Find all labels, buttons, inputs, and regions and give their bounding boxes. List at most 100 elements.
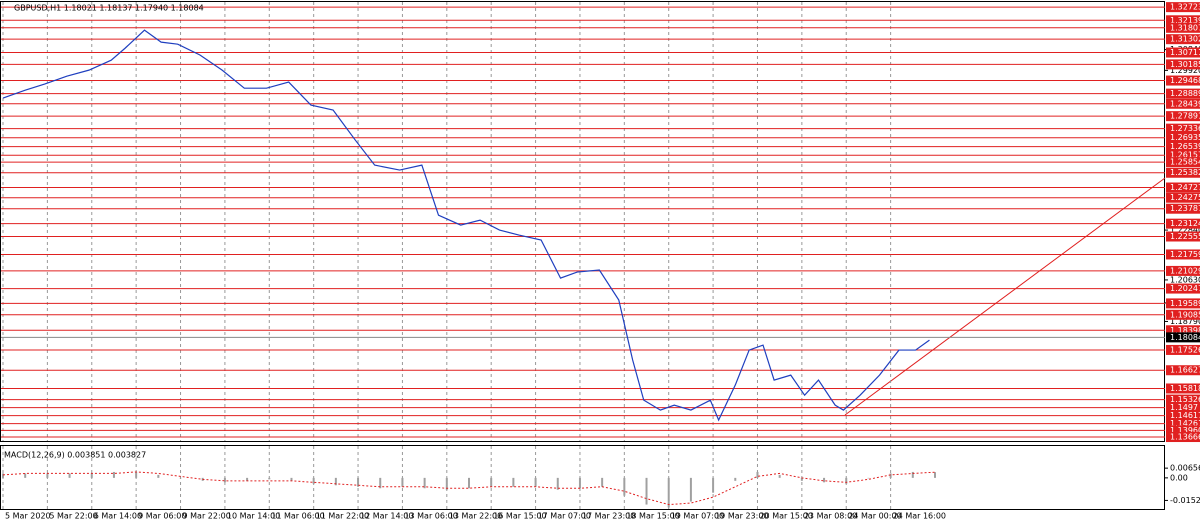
x-tick-label: 11 Mar 22:00 [316, 512, 369, 521]
histogram-bar [2, 473, 4, 478]
histogram-bar [712, 477, 715, 493]
price-pane [0, 1, 1165, 442]
histogram-bar [623, 477, 626, 496]
level-label-box [1166, 344, 1200, 355]
level-label-box [1166, 34, 1200, 45]
histogram-bar [778, 474, 781, 478]
histogram-bar [934, 472, 936, 478]
level-label-box [1166, 410, 1200, 421]
level-label-box [1166, 157, 1200, 168]
histogram-bar [90, 473, 93, 478]
chart-title: GBPUSD,H1 1.18021 1.18137 1.17940 1.1808… [14, 4, 204, 13]
level-label: 1.30185 [1170, 60, 1200, 69]
level-label: 1.29468 [1170, 76, 1200, 85]
y-tick-label: 1.18790 [1170, 317, 1200, 326]
level-label: 1.15818 [1170, 384, 1200, 393]
level-label: 1.19589 [1170, 299, 1200, 308]
level-label-box [1166, 218, 1200, 229]
level-label-box [1166, 98, 1200, 109]
histogram-bar [556, 477, 559, 490]
level-label: 1.22555 [1170, 232, 1200, 241]
level-label-box [1166, 425, 1200, 436]
histogram-bar [911, 471, 914, 478]
y-tick-label: 1.22840 [1170, 226, 1200, 235]
level-label: 1.27891 [1170, 112, 1200, 121]
x-tick-label: 12 Mar 14:00 [360, 512, 413, 521]
trend-line [844, 177, 1166, 416]
level-label: 1.21029 [1170, 266, 1200, 275]
level-label-box [1166, 192, 1200, 203]
level-label: 1.19085 [1170, 310, 1200, 319]
histogram-bar [423, 477, 426, 489]
histogram-bar [312, 477, 315, 484]
level-label-box [1166, 325, 1200, 336]
level-label: 1.31302 [1170, 35, 1200, 44]
level-label: 1.30711 [1170, 48, 1200, 57]
histogram-bar [246, 477, 249, 481]
level-label-box [1166, 75, 1200, 86]
level-label-box [1166, 2, 1200, 13]
level-label: 1.20247 [1170, 284, 1200, 293]
level-label: 1.23787 [1170, 204, 1200, 213]
histogram-bar [534, 477, 537, 487]
x-tick-label: 10 Mar 14:00 [227, 512, 280, 521]
level-label-box [1166, 182, 1200, 193]
level-label-box [1166, 383, 1200, 394]
histogram-bar [689, 477, 692, 502]
histogram-bar [601, 477, 604, 487]
histogram-bar [135, 471, 138, 478]
level-label: 1.25382 [1170, 168, 1200, 177]
x-tick-label: 19 Mar 07:00 [671, 512, 724, 521]
level-label-box [1166, 418, 1200, 429]
histogram-bar [867, 477, 870, 479]
level-label: 1.32723 [1170, 3, 1200, 12]
x-tick-label: 18 Mar 15:00 [626, 512, 679, 521]
histogram-bar [734, 477, 737, 481]
histogram-bar [223, 477, 226, 483]
level-label-box [1166, 47, 1200, 58]
level-label: 1.26935 [1170, 133, 1200, 142]
histogram-bar [24, 473, 27, 478]
level-label: 1.14617 [1170, 411, 1200, 420]
level-label: 1.28889 [1170, 89, 1200, 98]
level-label: 1.32139 [1170, 16, 1200, 25]
x-tick-label: 5 Mar 2020 [5, 512, 51, 521]
level-label: 1.24727 [1170, 183, 1200, 192]
level-label: 1.26157 [1170, 151, 1200, 160]
signal-line [2, 471, 936, 506]
level-label: 1.23124 [1170, 219, 1200, 228]
level-label-box [1166, 402, 1200, 413]
macd-pane [0, 445, 1165, 510]
level-label: 1.18398 [1170, 326, 1200, 335]
histogram-bar [845, 477, 848, 484]
y-tick-label: -0.015213 [1170, 496, 1200, 505]
level-label-box [1166, 298, 1200, 309]
level-label: 1.27336 [1170, 124, 1200, 133]
price-line [2, 29, 930, 422]
level-label-box [1166, 88, 1200, 99]
x-tick-label: 11 Mar 06:00 [271, 512, 324, 521]
level-label-box [1166, 365, 1200, 376]
level-label: 1.26539 [1170, 142, 1200, 151]
x-tick-label: 16 Mar 15:00 [493, 512, 546, 521]
level-label: 1.15326 [1170, 395, 1200, 404]
x-tick-label: 24 Mar 00:00 [848, 512, 901, 521]
level-label: 1.14261 [1170, 419, 1200, 428]
x-tick-label: 13 Mar 22:00 [449, 512, 502, 521]
y-tick-label: 0.006565 [1170, 464, 1200, 473]
histogram-bar [334, 477, 337, 486]
x-tick-label: 23 Mar 08:00 [804, 512, 857, 521]
level-label-box [1166, 22, 1200, 33]
x-tick-label: 17 Mar 23:00 [582, 512, 635, 521]
histogram-bar [756, 471, 759, 478]
histogram-bar [401, 477, 404, 487]
level-label-box [1166, 394, 1200, 405]
x-tick-label: 20 Mar 15:00 [759, 512, 812, 521]
histogram-bar [157, 474, 160, 478]
level-label-box [1166, 132, 1200, 143]
histogram-bar [68, 473, 71, 478]
histogram-bar [823, 477, 826, 483]
histogram-bar [645, 477, 648, 505]
histogram-bar [468, 477, 470, 489]
y-tick-label: 0.00 [1170, 473, 1188, 482]
